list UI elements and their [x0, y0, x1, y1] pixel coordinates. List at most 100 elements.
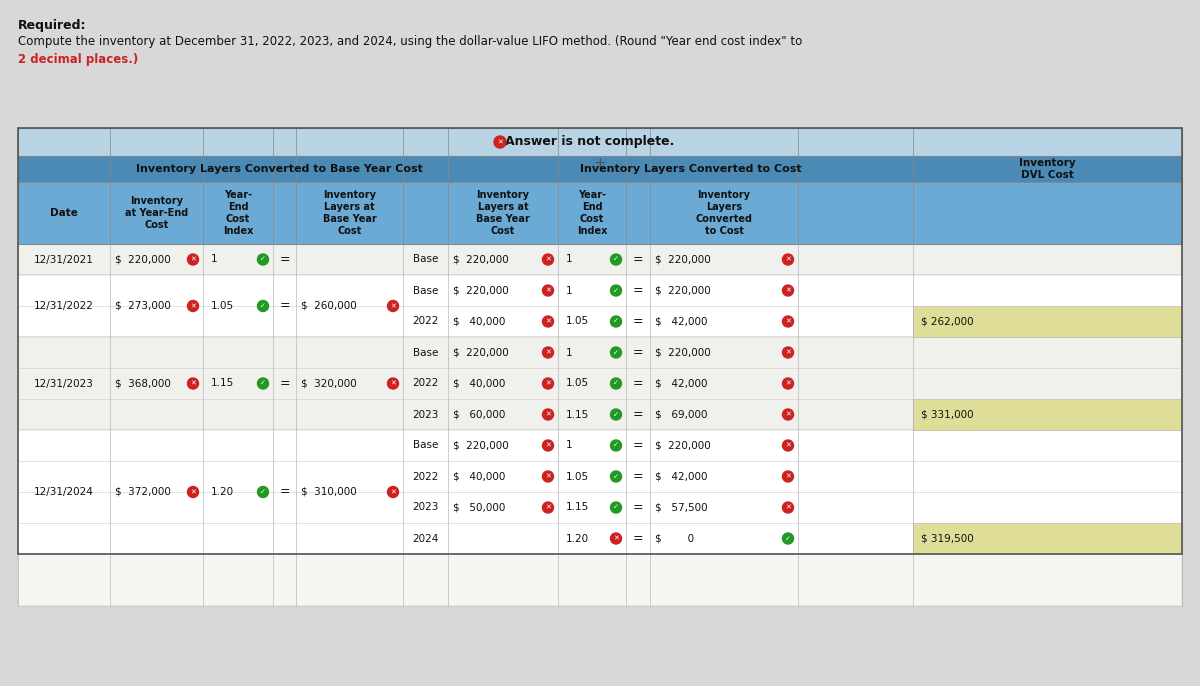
Text: ✓: ✓	[613, 381, 619, 386]
Text: ✕: ✕	[545, 257, 551, 263]
Text: ✕: ✕	[613, 536, 619, 541]
Text: $   57,500: $ 57,500	[655, 503, 708, 512]
Bar	[18, 337, 1182, 430]
Text: $   40,000: $ 40,000	[454, 316, 505, 327]
Text: ✕: ✕	[497, 139, 503, 145]
Text: 1.05: 1.05	[566, 379, 589, 388]
Circle shape	[611, 316, 622, 327]
Circle shape	[611, 285, 622, 296]
Circle shape	[782, 254, 793, 265]
Circle shape	[542, 254, 553, 265]
Text: Date: Date	[50, 208, 78, 218]
Text: $  220,000: $ 220,000	[655, 255, 710, 265]
Circle shape	[611, 533, 622, 544]
Text: $  220,000: $ 220,000	[115, 255, 170, 265]
Text: =: =	[632, 408, 643, 421]
Text: 1: 1	[566, 348, 572, 357]
Text: =: =	[280, 300, 290, 313]
Text: ✓: ✓	[613, 287, 619, 294]
Text: Inventory Layers Converted to Cost: Inventory Layers Converted to Cost	[580, 164, 802, 174]
Text: $ 331,000: $ 331,000	[922, 410, 973, 420]
Text: Base: Base	[413, 285, 438, 296]
Text: ✕: ✕	[545, 318, 551, 324]
Text: =: =	[632, 501, 643, 514]
Circle shape	[782, 440, 793, 451]
Circle shape	[258, 300, 269, 311]
Text: 1: 1	[566, 440, 572, 451]
Bar	[18, 182, 1182, 244]
Circle shape	[611, 347, 622, 358]
Text: $  260,000: $ 260,000	[301, 301, 356, 311]
Text: ✕: ✕	[785, 257, 791, 263]
Text: ✕: ✕	[545, 381, 551, 386]
Text: ✓: ✓	[613, 318, 619, 324]
Text: ✓: ✓	[260, 381, 266, 386]
Text: =: =	[632, 439, 643, 452]
Text: ✓: ✓	[613, 473, 619, 480]
Text: ✓: ✓	[613, 504, 619, 510]
Circle shape	[782, 502, 793, 513]
Text: $ 319,500: $ 319,500	[922, 534, 973, 543]
Text: ✕: ✕	[390, 489, 396, 495]
Circle shape	[782, 533, 793, 544]
Text: 1: 1	[211, 255, 217, 265]
Text: Inventory
Layers at
Base Year
Cost: Inventory Layers at Base Year Cost	[323, 190, 377, 236]
Text: $   69,000: $ 69,000	[655, 410, 708, 420]
Text: ✓: ✓	[785, 536, 791, 541]
Circle shape	[611, 471, 622, 482]
Text: $   42,000: $ 42,000	[655, 316, 708, 327]
Text: =: =	[280, 486, 290, 499]
Circle shape	[782, 409, 793, 420]
Text: 2024: 2024	[413, 534, 439, 543]
Circle shape	[542, 502, 553, 513]
Text: $        0: $ 0	[655, 534, 694, 543]
Text: =: =	[632, 315, 643, 328]
Text: ✕: ✕	[390, 303, 396, 309]
Text: 12/31/2021: 12/31/2021	[34, 255, 94, 265]
Text: $  220,000: $ 220,000	[655, 285, 710, 296]
Text: ✕: ✕	[785, 473, 791, 480]
Text: 1.05: 1.05	[566, 316, 589, 327]
Text: $   40,000: $ 40,000	[454, 379, 505, 388]
Circle shape	[782, 316, 793, 327]
Text: $  220,000: $ 220,000	[454, 255, 509, 265]
Circle shape	[542, 285, 553, 296]
Text: ✓: ✓	[260, 489, 266, 495]
Text: 2023: 2023	[413, 410, 439, 420]
Text: =: =	[280, 377, 290, 390]
Bar	[18, 244, 1182, 275]
Circle shape	[187, 254, 198, 265]
Text: 2 decimal places.): 2 decimal places.)	[18, 53, 138, 65]
Text: Answer is not complete.: Answer is not complete.	[505, 136, 674, 148]
Circle shape	[258, 486, 269, 497]
Text: 1.15: 1.15	[566, 410, 589, 420]
Text: =: =	[280, 253, 290, 266]
Text: 1.15: 1.15	[211, 379, 234, 388]
Bar	[0, 0, 1200, 126]
Circle shape	[542, 316, 553, 327]
Text: $  310,000: $ 310,000	[301, 487, 356, 497]
Text: $  220,000: $ 220,000	[454, 348, 509, 357]
Circle shape	[611, 502, 622, 513]
Text: 12/31/2023: 12/31/2023	[34, 379, 94, 388]
Circle shape	[782, 285, 793, 296]
Text: Inventory
at Year-End
Cost: Inventory at Year-End Cost	[125, 196, 188, 230]
Text: ✕: ✕	[190, 381, 196, 386]
Text: $  220,000: $ 220,000	[655, 440, 710, 451]
Text: ✓: ✓	[613, 257, 619, 263]
Text: Base: Base	[413, 348, 438, 357]
Circle shape	[782, 347, 793, 358]
Circle shape	[542, 440, 553, 451]
Circle shape	[187, 378, 198, 389]
Circle shape	[494, 136, 506, 148]
Bar	[18, 554, 1182, 606]
Bar	[18, 128, 1182, 554]
Text: $  220,000: $ 220,000	[454, 285, 509, 296]
Text: ✓: ✓	[613, 442, 619, 449]
Text: ✕: ✕	[785, 412, 791, 418]
Text: $   42,000: $ 42,000	[655, 379, 708, 388]
Circle shape	[388, 378, 398, 389]
Circle shape	[542, 378, 553, 389]
Text: =: =	[632, 470, 643, 483]
Text: ✕: ✕	[785, 381, 791, 386]
